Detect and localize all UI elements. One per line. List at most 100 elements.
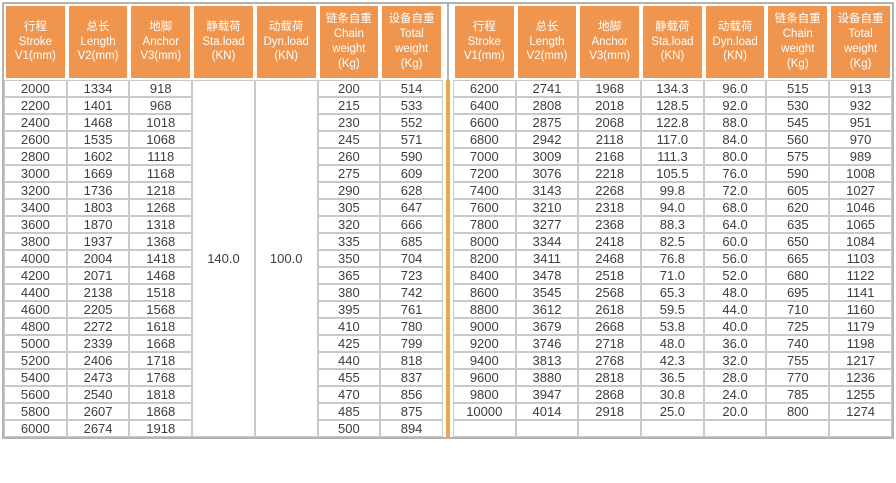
- total-weight-cell-left: 780: [380, 318, 443, 335]
- total-weight-cell-left: 761: [380, 301, 443, 318]
- anchor-cell-left: 1068: [129, 131, 193, 148]
- anchor-cell-left: 1868: [129, 403, 193, 420]
- anchor-cell-left: 968: [129, 97, 193, 114]
- total-weight-cell-left: 647: [380, 199, 443, 216]
- stroke-cell-left: 3600: [4, 216, 67, 233]
- spec-table: 行程 Stroke V1(mm) 总长 Length V2(mm) 地脚 Anchor V3(m…: [2, 2, 894, 439]
- table-row: 5400 2473 1768 455 837 9600 3880 2818 36.5 28.0 77…: [4, 369, 892, 386]
- stroke-cell-left: 5000: [4, 335, 67, 352]
- total-weight-cell-left: 552: [380, 114, 443, 131]
- length-cell-right: 3880: [515, 369, 579, 386]
- column-header-line: (Kg): [400, 57, 423, 70]
- column-header-right-3: 静载荷 Sta.load (KN): [641, 4, 704, 80]
- column-header-line: (Kg): [849, 57, 872, 70]
- stroke-cell-left: 3200: [4, 182, 67, 199]
- sta-load-cell-right: 99.8: [641, 182, 704, 199]
- column-header-line: Stroke: [467, 35, 501, 48]
- chain-weight-cell-right: 770: [766, 369, 830, 386]
- spec-table-body: 2000 1334 918 140.0 100.0 200 514 6200 2741 1968 1…: [4, 80, 892, 437]
- table-row: 5600 2540 1818 470 856 9800 3947 2868 30.8 24.0 78…: [4, 386, 892, 403]
- column-header-left-4: 动载荷 Dyn.load (KN): [254, 4, 318, 80]
- total-weight-cell-left: 590: [380, 148, 443, 165]
- chain-weight-cell-left: 350: [317, 250, 381, 267]
- anchor-cell-left: 1268: [129, 199, 193, 216]
- total-weight-cell-right: 1179: [829, 318, 892, 335]
- column-header-line: (KN): [723, 50, 747, 63]
- chain-weight-cell-right: 545: [766, 114, 830, 131]
- stroke-cell-right: 8000: [452, 233, 516, 250]
- column-header-line: V2(mm): [526, 50, 568, 63]
- stroke-cell-left: 5600: [4, 386, 67, 403]
- stroke-cell-right: 6800: [452, 131, 516, 148]
- column-header-line: 行程: [23, 20, 47, 33]
- stroke-cell-right: 9000: [452, 318, 516, 335]
- column-header-line: Chain: [333, 28, 364, 41]
- stroke-cell-right: 9400: [452, 352, 516, 369]
- column-header-line: 静载荷: [655, 20, 690, 33]
- stroke-cell-left: 4800: [4, 318, 67, 335]
- dyn-load-cell-right: 56.0: [703, 250, 767, 267]
- stroke-cell-right: 8600: [452, 284, 516, 301]
- dyn-load-cell-right: 84.0: [703, 131, 767, 148]
- stroke-cell-right: 6200: [452, 80, 516, 97]
- total-weight-cell-right: 1103: [829, 250, 892, 267]
- length-cell-right: 3813: [515, 352, 579, 369]
- sta-load-cell-right: 30.8: [641, 386, 704, 403]
- length-cell-left: 2674: [66, 420, 130, 437]
- stroke-cell-left: 2000: [4, 80, 67, 97]
- column-header-line: 动载荷: [717, 20, 753, 33]
- chain-weight-cell-left: 500: [317, 420, 381, 437]
- anchor-cell-right: 2768: [578, 352, 642, 369]
- stroke-cell-left: 3800: [4, 233, 67, 250]
- anchor-cell-right: 2168: [578, 148, 642, 165]
- dyn-load-cell-right: 68.0: [703, 199, 767, 216]
- dyn-load-cell-right: 80.0: [703, 148, 767, 165]
- total-weight-cell-left: 818: [380, 352, 443, 369]
- chain-weight-cell-left: 485: [317, 403, 381, 420]
- dyn-load-cell-right: 72.0: [703, 182, 767, 199]
- table-row: 2000 1334 918 140.0 100.0 200 514 6200 2741 1968 1…: [4, 80, 892, 437]
- length-cell-left: 2071: [66, 267, 130, 284]
- anchor-cell-left: 1518: [129, 284, 193, 301]
- length-cell-left: 1334: [66, 80, 130, 97]
- dyn-load-cell-right: 28.0: [703, 369, 767, 386]
- anchor-cell-right: 2418: [578, 233, 642, 250]
- column-header-right-5: 链条自重 Chain weight (Kg): [766, 4, 830, 80]
- total-weight-cell-right: 1008: [829, 165, 892, 182]
- dyn-load-merged-cell: 100.0: [254, 80, 318, 437]
- column-header-line: Length: [529, 35, 565, 48]
- length-cell-left: 2138: [66, 284, 130, 301]
- column-header-line: weight: [332, 43, 366, 55]
- total-weight-cell-right: 1027: [829, 182, 892, 199]
- total-weight-cell-left: 666: [380, 216, 443, 233]
- length-cell-right: 2942: [515, 131, 579, 148]
- length-cell-right: 3143: [515, 182, 579, 199]
- total-weight-cell-left: 799: [380, 335, 443, 352]
- chain-weight-cell-left: 440: [317, 352, 381, 369]
- anchor-cell-left: 918: [129, 80, 193, 97]
- sta-load-cell-right: 94.0: [641, 199, 704, 216]
- length-cell-left: 1669: [66, 165, 130, 182]
- column-header-line: (Kg): [786, 57, 809, 70]
- column-header-line: Sta.load: [651, 35, 694, 48]
- anchor-cell-left: 1368: [129, 233, 193, 250]
- column-header-left-0: 行程 Stroke V1(mm): [4, 4, 67, 80]
- stroke-cell-left: 4400: [4, 284, 67, 301]
- chain-weight-cell-right: 800: [766, 403, 830, 420]
- stroke-cell-right: 7800: [452, 216, 516, 233]
- sta-load-cell-right: 128.5: [641, 97, 704, 114]
- column-header-line: 行程: [472, 20, 496, 33]
- anchor-cell-right: 2368: [578, 216, 642, 233]
- total-weight-cell-right: 1198: [829, 335, 892, 352]
- length-cell-right: 3612: [515, 301, 579, 318]
- anchor-cell-left: 1418: [129, 250, 193, 267]
- column-header-line: (KN): [660, 50, 685, 63]
- column-header-line: 链条自重: [774, 13, 821, 26]
- total-weight-cell-right: 1255: [829, 386, 892, 403]
- stroke-cell-left: 4600: [4, 301, 67, 318]
- length-cell-right: 4014: [515, 403, 579, 420]
- table-row: 5200 2406 1718 440 818 9400 3813 2768 42.3 32.0 75…: [4, 352, 892, 369]
- chain-weight-cell-left: 275: [317, 165, 381, 182]
- total-weight-cell-right: 1122: [829, 267, 892, 284]
- chain-weight-cell-right: 710: [766, 301, 830, 318]
